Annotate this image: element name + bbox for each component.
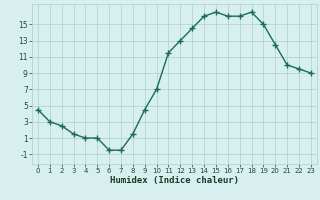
X-axis label: Humidex (Indice chaleur): Humidex (Indice chaleur)	[110, 176, 239, 185]
